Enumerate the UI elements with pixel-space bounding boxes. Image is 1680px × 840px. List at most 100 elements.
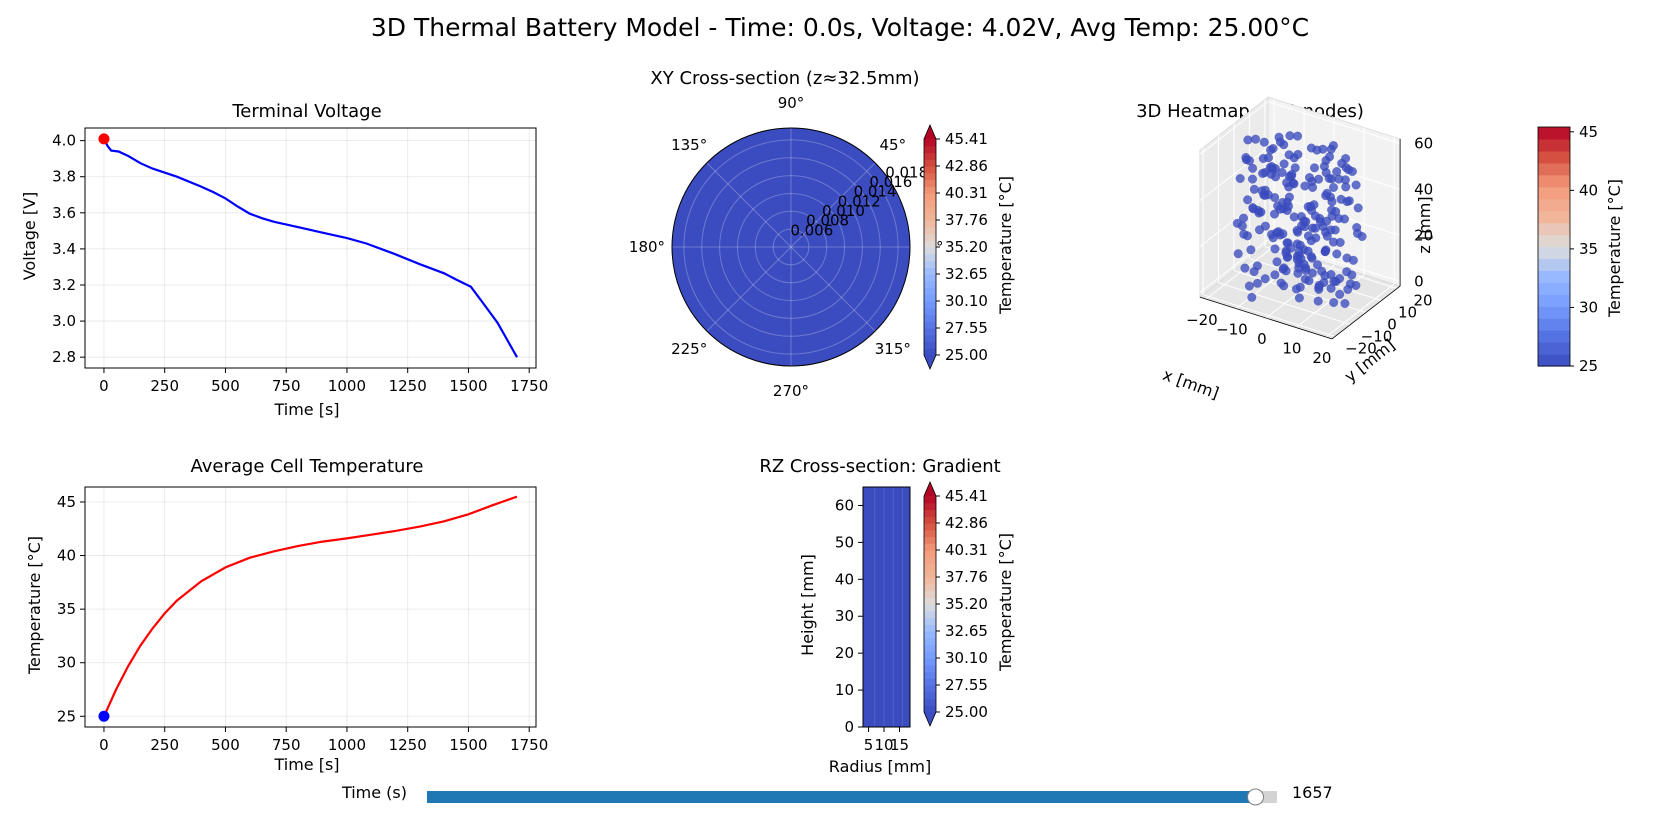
x-tick-label: 0 xyxy=(1257,330,1267,348)
colorbar-band xyxy=(924,631,936,639)
colorbar-tick-label: 25.00 xyxy=(945,346,988,364)
grid-line xyxy=(1325,283,1395,338)
node-point xyxy=(1266,169,1276,179)
colorbar-band xyxy=(1538,234,1570,248)
polar-ring xyxy=(772,228,810,266)
colorbar-band xyxy=(924,671,936,679)
node-point xyxy=(1295,282,1305,292)
colorbar-band xyxy=(1538,330,1570,343)
node-point xyxy=(1332,249,1342,259)
grid-line xyxy=(1267,101,1401,144)
node-point xyxy=(1249,267,1259,277)
node-point xyxy=(1259,137,1269,147)
rz-y-tick-label: 50 xyxy=(835,533,854,551)
figure-title: 3D Thermal Battery Model - Time: 0.0s, V… xyxy=(371,13,1309,42)
y-tick-label: −20 xyxy=(1345,340,1377,358)
colorbar-tick-label: 42.86 xyxy=(945,157,988,175)
x-tick-label: 1000 xyxy=(328,736,366,754)
x-tick-label: 500 xyxy=(211,377,240,395)
colorbar-band xyxy=(924,550,936,558)
rz-y-tick-label: 10 xyxy=(835,681,854,699)
node-point xyxy=(1292,225,1302,235)
node-point xyxy=(1283,201,1294,211)
colorbar-band xyxy=(924,274,936,282)
polar-frame xyxy=(671,127,911,367)
voltage-ylabel: Voltage [V] xyxy=(20,192,39,281)
polar-angle-label: 315° xyxy=(875,340,911,358)
colorbar-band xyxy=(924,658,936,666)
colorbar-tick-label: 40 xyxy=(1579,181,1598,199)
node-point xyxy=(1347,166,1357,177)
slider-value: 1657 xyxy=(1292,783,1333,802)
grid-line xyxy=(1199,101,1269,155)
xy-colorbar: Temperature [°C] 45.41 42.86 40.31 37.76 35.… xyxy=(923,123,1015,371)
colorbar-band xyxy=(924,570,936,578)
time-slider[interactable]: Time (s) 1657 xyxy=(341,783,1333,806)
colorbar-band xyxy=(924,240,936,248)
polar-radial-label: 0.012 xyxy=(838,192,881,210)
polar-spoke xyxy=(790,246,876,332)
node-point xyxy=(1335,289,1345,299)
grid-line xyxy=(1199,147,1269,201)
current-time-marker xyxy=(98,710,110,722)
node-point xyxy=(1281,248,1291,258)
colorbar-band xyxy=(924,577,936,585)
colorbar-band xyxy=(924,199,936,208)
colorbar-band xyxy=(924,152,936,160)
rz-x-tick-label: 5 xyxy=(864,736,874,754)
colorbar-band xyxy=(1538,162,1570,176)
node-point xyxy=(1282,178,1292,188)
polar-angle-label: 270° xyxy=(773,382,809,400)
grid-line xyxy=(1199,239,1269,293)
rz-x-tick-label: 15 xyxy=(890,736,909,754)
x-tick-label: 250 xyxy=(150,736,179,754)
colorbar-band xyxy=(924,523,936,531)
colorbar-tick-label: 27.55 xyxy=(945,676,988,694)
polar-radial-label: 0.018 xyxy=(885,163,928,181)
polar-ring xyxy=(683,139,899,355)
node-point xyxy=(1340,298,1350,309)
node-point xyxy=(1328,141,1338,151)
colorbar-band xyxy=(1538,222,1570,236)
x-tick-label: 1500 xyxy=(449,377,487,395)
colorbar-tick-label: 40.31 xyxy=(945,541,988,559)
node-point xyxy=(1339,214,1350,224)
colorbar-band xyxy=(924,220,936,228)
node-point xyxy=(1337,158,1347,168)
axes-frame xyxy=(84,486,537,728)
gridlines xyxy=(85,487,536,727)
rz-heat-field xyxy=(863,487,910,727)
colorbar-band xyxy=(924,159,936,167)
colorbar-band xyxy=(924,556,936,565)
colorbar-band xyxy=(924,247,936,255)
x-tick-label: −10 xyxy=(1216,321,1248,339)
node-point xyxy=(1322,216,1332,226)
colorbar-tick-label: 35.20 xyxy=(945,595,988,613)
x-tick-label: 1750 xyxy=(510,377,548,395)
colorbar-band xyxy=(924,341,936,349)
colorbar-band xyxy=(924,698,936,706)
node-point xyxy=(1330,225,1340,235)
colorbar-tick-label: 32.65 xyxy=(945,265,988,283)
node-point xyxy=(1279,159,1289,169)
colorbar-outline xyxy=(1537,126,1571,367)
x-tick-label: 1500 xyxy=(449,736,487,754)
colorbar-tick-label: 45.41 xyxy=(945,487,988,505)
heatmap-3d-colorbar: Temperature [°C] 45 40 35 30 25 xyxy=(1537,123,1624,375)
colorbar-tick-label: 45.41 xyxy=(945,130,988,148)
colorbar-tick-label: 27.55 xyxy=(945,319,988,337)
x-tick-label: 250 xyxy=(150,377,179,395)
slider-handle[interactable] xyxy=(1247,788,1264,806)
colorbar-band xyxy=(924,193,936,201)
xy-title: XY Cross-section (z≈32.5mm) xyxy=(650,68,919,89)
node-point xyxy=(1331,207,1341,217)
y-tick-label: 0 xyxy=(1387,316,1397,334)
rz-y-tick-label: 40 xyxy=(835,570,854,588)
colorbar-band xyxy=(924,509,936,517)
rz-colorbar: Temperature [°C] 45.41 42.86 40.31 37.76 35.… xyxy=(923,480,1015,728)
node-point xyxy=(1254,225,1265,235)
colorbar-band xyxy=(924,685,936,693)
node-point xyxy=(1334,174,1344,184)
current-time-marker xyxy=(98,133,110,145)
